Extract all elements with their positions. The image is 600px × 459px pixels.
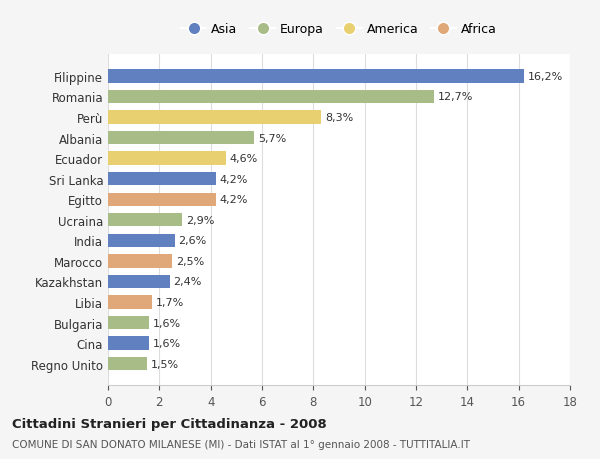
Bar — [108, 90, 434, 104]
Text: 2,5%: 2,5% — [176, 256, 204, 266]
Bar — [108, 70, 524, 84]
Bar — [108, 173, 216, 186]
Text: 1,6%: 1,6% — [153, 338, 181, 348]
Text: 1,7%: 1,7% — [155, 297, 184, 308]
Bar — [108, 213, 182, 227]
Text: 12,7%: 12,7% — [438, 92, 473, 102]
Text: 4,6%: 4,6% — [230, 154, 258, 164]
Bar — [108, 357, 146, 370]
Bar — [108, 296, 152, 309]
Bar — [108, 152, 226, 165]
Bar — [108, 255, 172, 268]
Text: 2,6%: 2,6% — [179, 236, 207, 246]
Bar — [108, 316, 149, 330]
Text: 8,3%: 8,3% — [325, 113, 353, 123]
Bar — [108, 234, 175, 247]
Text: 4,2%: 4,2% — [220, 195, 248, 205]
Text: 4,2%: 4,2% — [220, 174, 248, 185]
Text: 16,2%: 16,2% — [527, 72, 563, 82]
Text: Cittadini Stranieri per Cittadinanza - 2008: Cittadini Stranieri per Cittadinanza - 2… — [12, 417, 327, 430]
Text: 2,4%: 2,4% — [173, 277, 202, 287]
Text: 5,7%: 5,7% — [258, 133, 286, 143]
Text: 1,6%: 1,6% — [153, 318, 181, 328]
Bar — [108, 111, 321, 124]
Text: COMUNE DI SAN DONATO MILANESE (MI) - Dati ISTAT al 1° gennaio 2008 - TUTTITALIA.: COMUNE DI SAN DONATO MILANESE (MI) - Dat… — [12, 440, 470, 449]
Bar — [108, 193, 216, 207]
Bar — [108, 275, 170, 289]
Bar — [108, 132, 254, 145]
Text: 1,5%: 1,5% — [151, 359, 178, 369]
Text: 2,9%: 2,9% — [186, 215, 215, 225]
Legend: Asia, Europa, America, Africa: Asia, Europa, America, Africa — [176, 18, 502, 41]
Bar — [108, 337, 149, 350]
